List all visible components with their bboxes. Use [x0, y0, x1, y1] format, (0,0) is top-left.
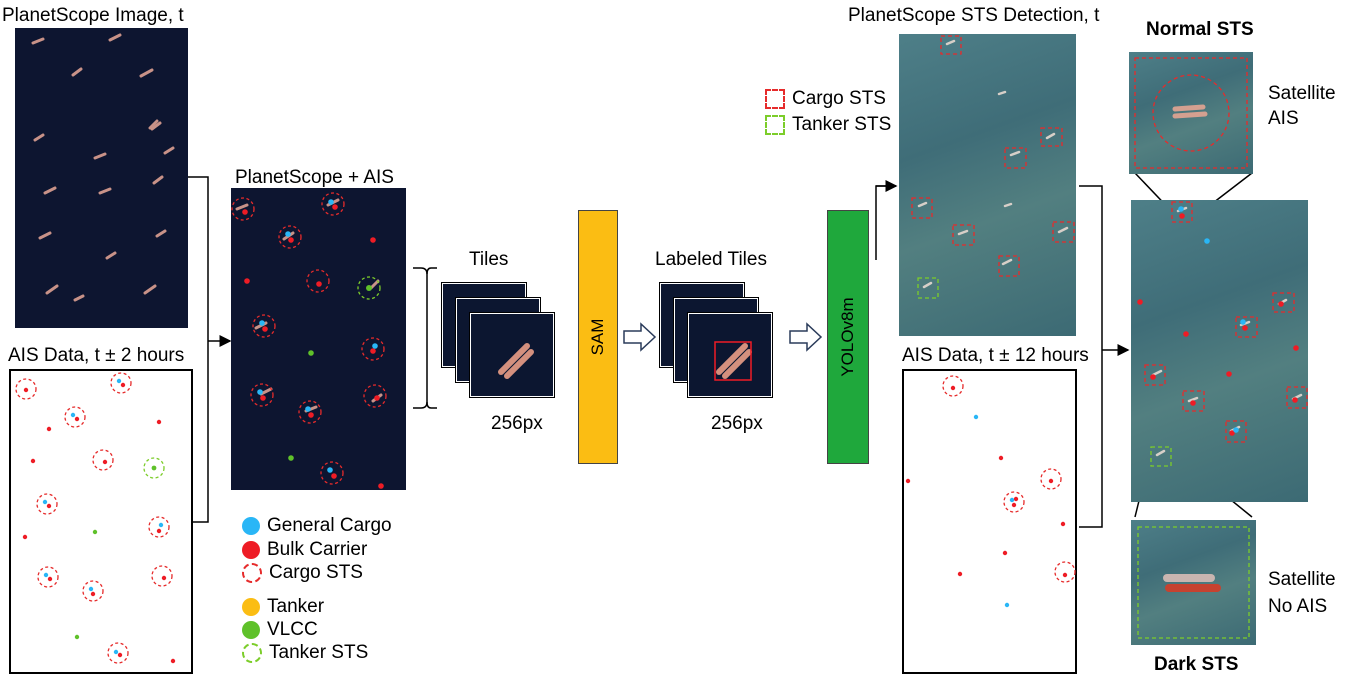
detect-cargo-sts-swatch: [765, 89, 785, 109]
ship-streaks: [31, 33, 175, 302]
legend-bulk-carrier-label: Bulk Carrier: [267, 539, 368, 560]
ais-data-12h-title: AIS Data, t ± 12 hours: [902, 345, 1089, 366]
tile-ship-icon: [498, 343, 534, 379]
yolo-model-block: YOLOv8m: [827, 210, 869, 464]
ais-data-2h-panel: [9, 369, 193, 674]
labeled-tiles-size-label: 256px: [711, 413, 763, 434]
legend-tanker-label: Tanker: [267, 596, 325, 617]
normal-sts-title: Normal STS: [1146, 19, 1254, 40]
sam-label: SAM: [588, 318, 607, 356]
legend-cargo-sts-label: Cargo STS: [269, 562, 363, 583]
tiles-title: Tiles: [469, 249, 509, 270]
legend-cargo-sts: Cargo STS: [242, 562, 363, 584]
detect-cargo-sts-label: Cargo STS: [792, 88, 886, 109]
labeled-tile-front: [688, 313, 772, 397]
detect-legend-tanker-sts: Tanker STS: [765, 114, 891, 136]
labeled-tile-ship-icon: [714, 341, 752, 381]
bulk-carrier-swatch: [242, 541, 260, 559]
cargo-sts-swatch: [242, 563, 262, 583]
sts-detection-boxes: [911, 35, 1075, 299]
satellite-noais-label-1: Satellite: [1268, 569, 1336, 590]
legend-general-cargo: General Cargo: [242, 515, 392, 537]
tanker-swatch: [242, 598, 260, 616]
arrow-right-icon: [623, 322, 657, 352]
satellite-noais-label-2: No AIS: [1268, 596, 1328, 617]
normal-sts-visual: [1134, 57, 1248, 169]
legend-general-cargo-label: General Cargo: [267, 515, 392, 536]
combined-sts-panel: [1131, 200, 1308, 502]
legend-vlcc: VLCC: [242, 619, 318, 641]
legend-bulk-carrier: Bulk Carrier: [242, 539, 367, 561]
ais-data-2h-title: AIS Data, t ± 2 hours: [8, 345, 185, 366]
sts-detection-panel: [899, 34, 1076, 336]
planet-ais-panel: [231, 188, 406, 490]
combined-sts-markers: [1137, 201, 1308, 467]
tile-front: [470, 313, 554, 397]
legend-vlcc-label: VLCC: [267, 619, 318, 640]
satellite-ais-label-1: Satellite: [1268, 83, 1336, 104]
planet-image-panel: [15, 28, 188, 328]
ais-2h-markers: [15, 372, 176, 664]
satellite-ais-label-2: AIS: [1268, 108, 1299, 129]
legend-tanker-sts: Tanker STS: [242, 642, 368, 664]
ais-12h-markers: [905, 375, 1076, 608]
detect-legend-cargo-sts: Cargo STS: [765, 88, 886, 110]
normal-sts-zoom-panel: [1129, 52, 1253, 174]
labeled-tiles-title: Labeled Tiles: [655, 249, 767, 270]
sam-model-block: SAM: [578, 210, 618, 464]
general-cargo-swatch: [242, 517, 260, 535]
dark-sts-zoom-panel: [1131, 520, 1256, 645]
arrow-right-icon: [789, 322, 823, 352]
planet-image-title: PlanetScope Image, t: [2, 5, 184, 26]
yolo-label: YOLOv8m: [838, 297, 857, 377]
detect-tanker-sts-swatch: [765, 115, 785, 135]
legend-tanker: Tanker: [242, 596, 324, 618]
legend-tanker-sts-label: Tanker STS: [269, 642, 369, 663]
vlcc-swatch: [242, 621, 260, 639]
planet-ais-title: PlanetScope + AIS: [235, 167, 394, 188]
planet-ais-markers: [231, 192, 387, 489]
sts-detection-title: PlanetScope STS Detection, t: [848, 5, 1100, 26]
detect-tanker-sts-label: Tanker STS: [792, 114, 892, 135]
tanker-sts-swatch: [242, 643, 262, 663]
dark-sts-title: Dark STS: [1154, 654, 1239, 675]
ais-data-12h-panel: [902, 369, 1077, 674]
dark-sts-visual: [1137, 526, 1250, 639]
tiles-size-label: 256px: [491, 413, 543, 434]
